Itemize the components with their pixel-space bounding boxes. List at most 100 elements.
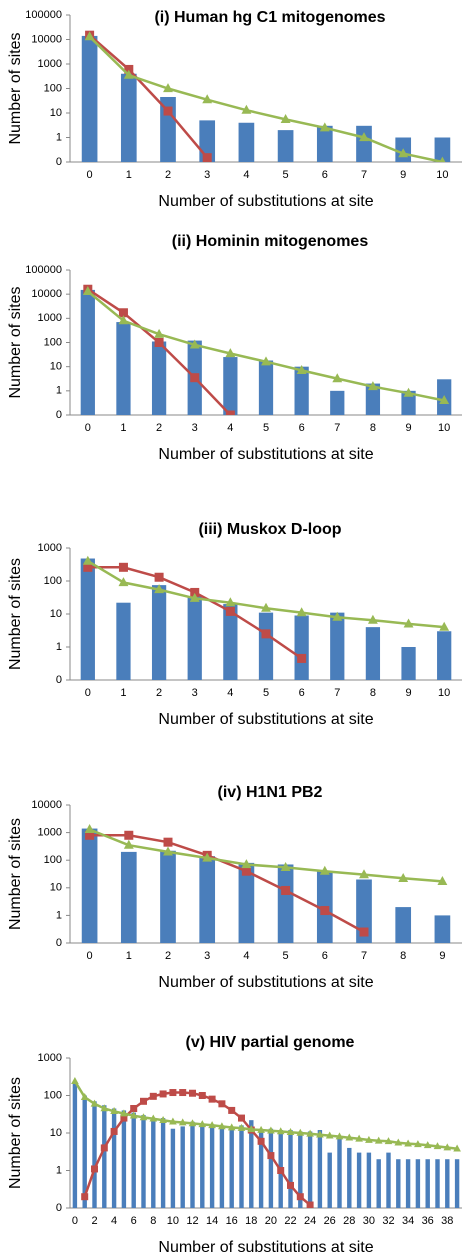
marker [110, 1107, 118, 1115]
marker [85, 830, 95, 840]
marker [189, 1089, 196, 1097]
marker [306, 1201, 314, 1208]
marker [225, 410, 235, 415]
y-axis-title: Number of sites [7, 1077, 24, 1189]
bar [72, 1082, 78, 1208]
marker [237, 1123, 246, 1131]
marker [238, 1114, 245, 1122]
line [88, 35, 443, 162]
x-tick-label: 0 [87, 169, 93, 181]
marker [394, 1138, 403, 1146]
marker [359, 132, 369, 142]
bar [223, 604, 238, 680]
marker [320, 906, 330, 916]
marker [306, 1129, 314, 1137]
marker [80, 1093, 89, 1101]
x-tick-label: 16 [226, 1215, 238, 1227]
x-axis-title: Number of substitutions at site [158, 711, 373, 728]
marker [225, 348, 236, 358]
marker [384, 1137, 393, 1145]
y-tick-label: 1 [56, 385, 62, 397]
y-tick-label: 1000 [38, 1052, 62, 1064]
marker [84, 31, 95, 41]
x-tick-label: 36 [422, 1215, 434, 1227]
marker [398, 148, 409, 158]
y-tick-label: 10 [50, 1127, 62, 1139]
x-tick-label: 24 [304, 1215, 316, 1227]
bar [141, 1115, 146, 1208]
marker [218, 1122, 226, 1130]
marker [100, 1104, 109, 1112]
marker [316, 1130, 324, 1138]
marker [163, 83, 173, 93]
bar [223, 357, 238, 415]
chart-title: (iii) Muskox D-loop [198, 521, 341, 538]
x-tick-label: 3 [204, 950, 210, 962]
marker [198, 1120, 207, 1128]
bar [116, 602, 131, 680]
chart-panel: (i) Human hg C1 mitogenomes Number of sit… [7, 9, 462, 210]
marker [247, 1125, 256, 1133]
marker [359, 869, 369, 879]
marker [325, 1131, 334, 1139]
marker [423, 1141, 432, 1149]
marker [154, 584, 165, 594]
x-tick-label: 28 [343, 1215, 355, 1227]
bar [258, 360, 274, 415]
bar [294, 366, 309, 415]
bar [330, 612, 345, 680]
x-tick-label: 5 [283, 169, 289, 181]
bar [238, 122, 255, 162]
bar [199, 856, 216, 943]
marker [149, 1092, 157, 1100]
x-tick-label: 12 [186, 1215, 198, 1227]
chart-title: (ii) Hominin mitogenomes [172, 233, 369, 250]
bar [434, 915, 451, 943]
bar [249, 1120, 254, 1208]
bar [238, 862, 255, 943]
bar [356, 125, 372, 162]
bar [327, 1152, 332, 1208]
marker [261, 602, 271, 612]
x-tick-label: 2 [91, 1215, 97, 1227]
bar [437, 631, 452, 680]
bar [396, 1159, 401, 1208]
marker [439, 621, 450, 631]
bar [82, 1095, 87, 1208]
x-tick-label: 38 [441, 1215, 453, 1227]
bar [337, 1136, 342, 1208]
marker [202, 852, 213, 862]
marker [277, 1167, 285, 1174]
x-tick-label: 0 [72, 1215, 78, 1227]
bar [425, 1159, 430, 1208]
x-tick-label: 2 [165, 950, 171, 962]
y-tick-label: 0 [56, 674, 62, 686]
x-tick-label: 2 [156, 422, 162, 434]
y-tick-label: 10 [50, 361, 62, 373]
y-tick-label: 1000 [38, 312, 62, 324]
marker [208, 1121, 216, 1129]
marker [83, 562, 93, 572]
x-tick-label: 6 [299, 687, 305, 699]
x-tick-label: 3 [192, 687, 198, 699]
y-tick-label: 100 [44, 1089, 62, 1101]
marker [367, 381, 378, 391]
marker [90, 1099, 99, 1107]
x-tick-label: 3 [192, 422, 198, 434]
x-tick-label: 8 [150, 1215, 156, 1227]
chart-title: (i) Human hg C1 mitogenomes [154, 9, 385, 26]
marker [123, 839, 134, 849]
marker [159, 1090, 167, 1098]
chart-title: (v) HIV partial genome [186, 1034, 355, 1051]
bar [454, 1159, 460, 1208]
marker [345, 1133, 354, 1141]
bar [92, 1101, 97, 1208]
bar [187, 596, 202, 680]
bar [330, 390, 345, 415]
marker [118, 577, 129, 587]
chart-title: (iv) H1N1 PB2 [218, 784, 323, 801]
bar [294, 615, 309, 680]
x-tick-label: 0 [85, 687, 91, 699]
x-tick-label: 9 [405, 687, 411, 699]
marker [257, 1137, 265, 1145]
